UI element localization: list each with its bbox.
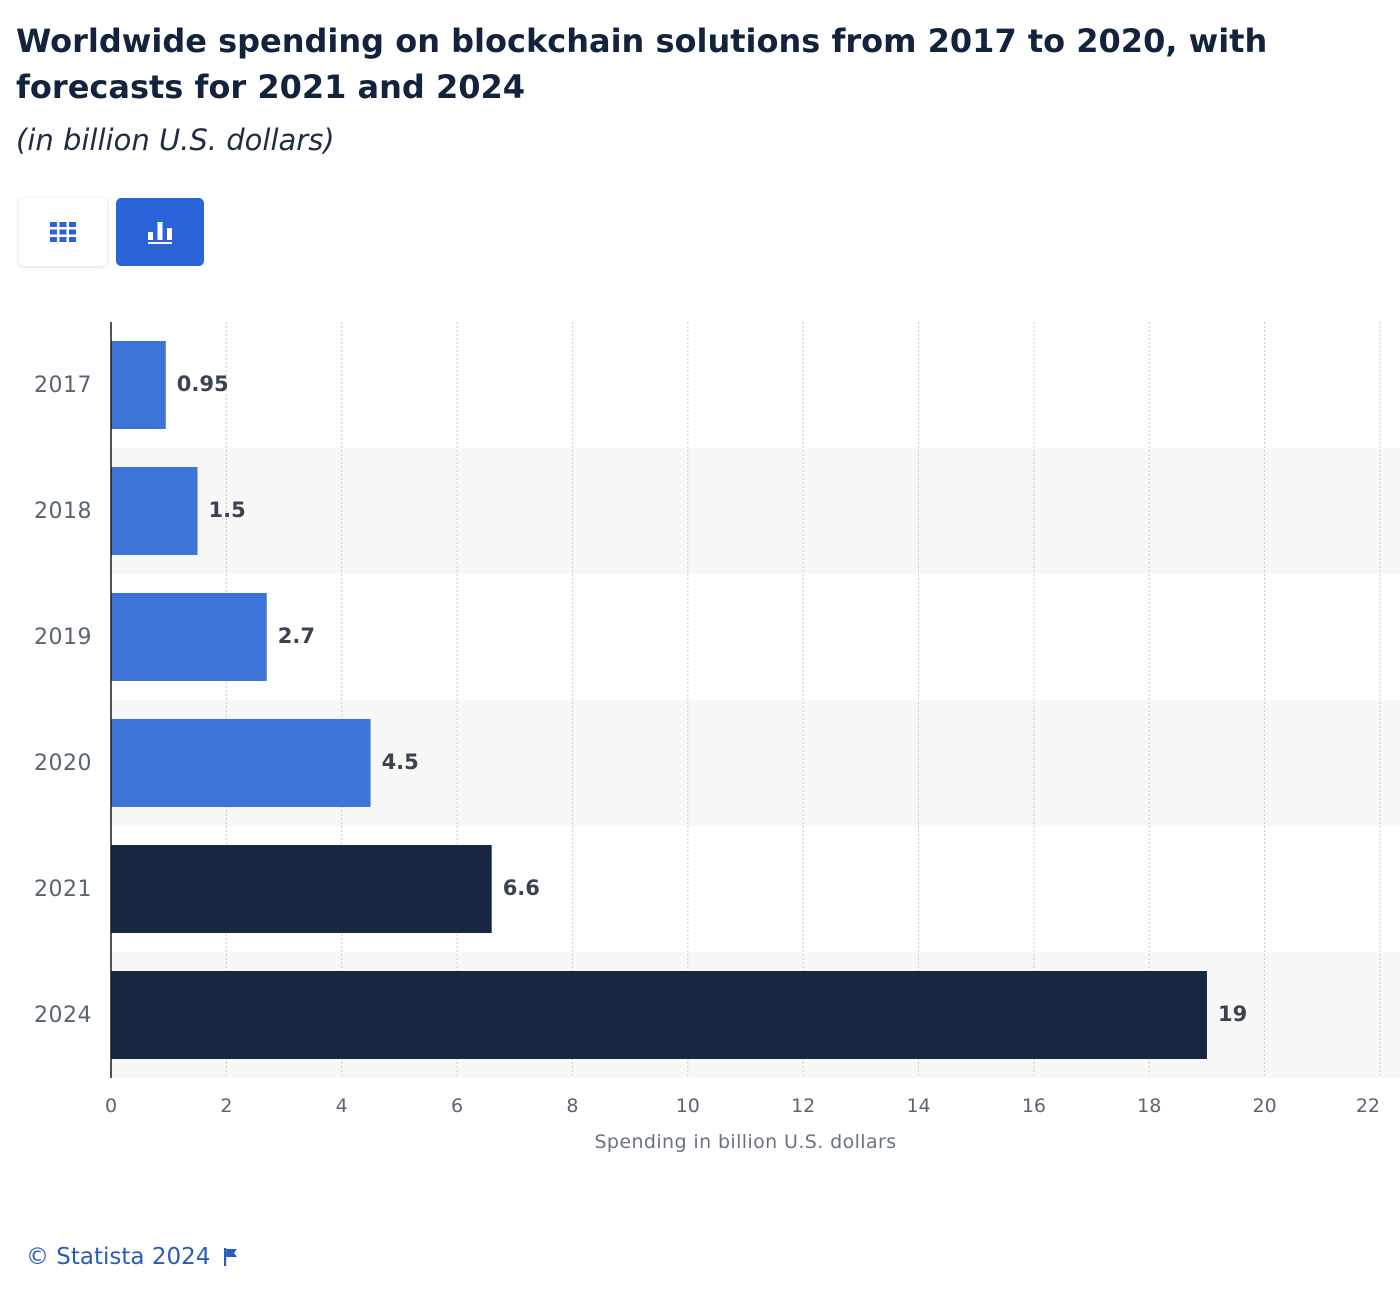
x-tick-label-2: 2 xyxy=(220,1095,232,1117)
bar-chart: 0.9520171.520182.720194.520206.620211920… xyxy=(34,322,1400,1153)
chart-title: Worldwide spending on blockchain solutio… xyxy=(16,22,1268,106)
x-tick-label-12: 12 xyxy=(791,1095,815,1117)
x-tick-label-6: 6 xyxy=(451,1095,463,1117)
x-tick-label-0: 0 xyxy=(105,1095,117,1117)
value-label-2020: 4.5 xyxy=(382,750,419,774)
table-view-button[interactable] xyxy=(19,198,107,266)
bar-2017 xyxy=(111,341,166,429)
category-label-2019: 2019 xyxy=(34,625,92,650)
category-label-2021: 2021 xyxy=(34,877,92,902)
value-label-2018: 1.5 xyxy=(209,498,246,522)
bar-2024 xyxy=(111,971,1207,1059)
x-axis-title: Spending in billion U.S. dollars xyxy=(594,1131,896,1153)
value-label-2024: 19 xyxy=(1218,1002,1247,1026)
chart-area: 0.95 2017 1.5 2018 2.7 2019 4.5 2020 6.6 2021 19 20… xyxy=(0,300,1400,1180)
x-tick-label-4: 4 xyxy=(336,1095,348,1117)
chart-subtitle: (in billion U.S. dollars) xyxy=(16,123,335,157)
category-label-2020: 2020 xyxy=(34,751,92,776)
x-tick-label-10: 10 xyxy=(676,1095,700,1117)
table-grid-icon xyxy=(50,222,76,242)
row-band xyxy=(111,448,1400,574)
value-label-2019: 2.7 xyxy=(278,624,315,648)
bar-chart-icon xyxy=(148,222,172,244)
x-tick-label-16: 16 xyxy=(1022,1095,1046,1117)
category-label-2024: 2024 xyxy=(34,1003,92,1028)
bar-2021 xyxy=(111,845,492,933)
bar-2020 xyxy=(111,719,371,807)
bar-2019 xyxy=(111,593,267,681)
category-label-2018: 2018 xyxy=(34,499,92,524)
bar-2018 xyxy=(111,467,198,555)
flag-icon[interactable] xyxy=(224,1248,238,1266)
category-label-2017: 2017 xyxy=(34,373,92,398)
footer: © Statista 2024 xyxy=(26,1244,238,1270)
value-label-2021: 6.6 xyxy=(503,876,540,900)
chart-view-button[interactable] xyxy=(116,198,204,266)
value-label-2017: 0.95 xyxy=(177,372,229,396)
x-tick-label-8: 8 xyxy=(566,1095,578,1117)
statista-credit-link[interactable]: © Statista 2024 xyxy=(26,1244,211,1270)
x-tick-label-18: 18 xyxy=(1137,1095,1161,1117)
x-tick-label-14: 14 xyxy=(906,1095,930,1117)
x-tick-label-22: 22 xyxy=(1356,1095,1380,1117)
x-tick-label-20: 20 xyxy=(1253,1095,1277,1117)
